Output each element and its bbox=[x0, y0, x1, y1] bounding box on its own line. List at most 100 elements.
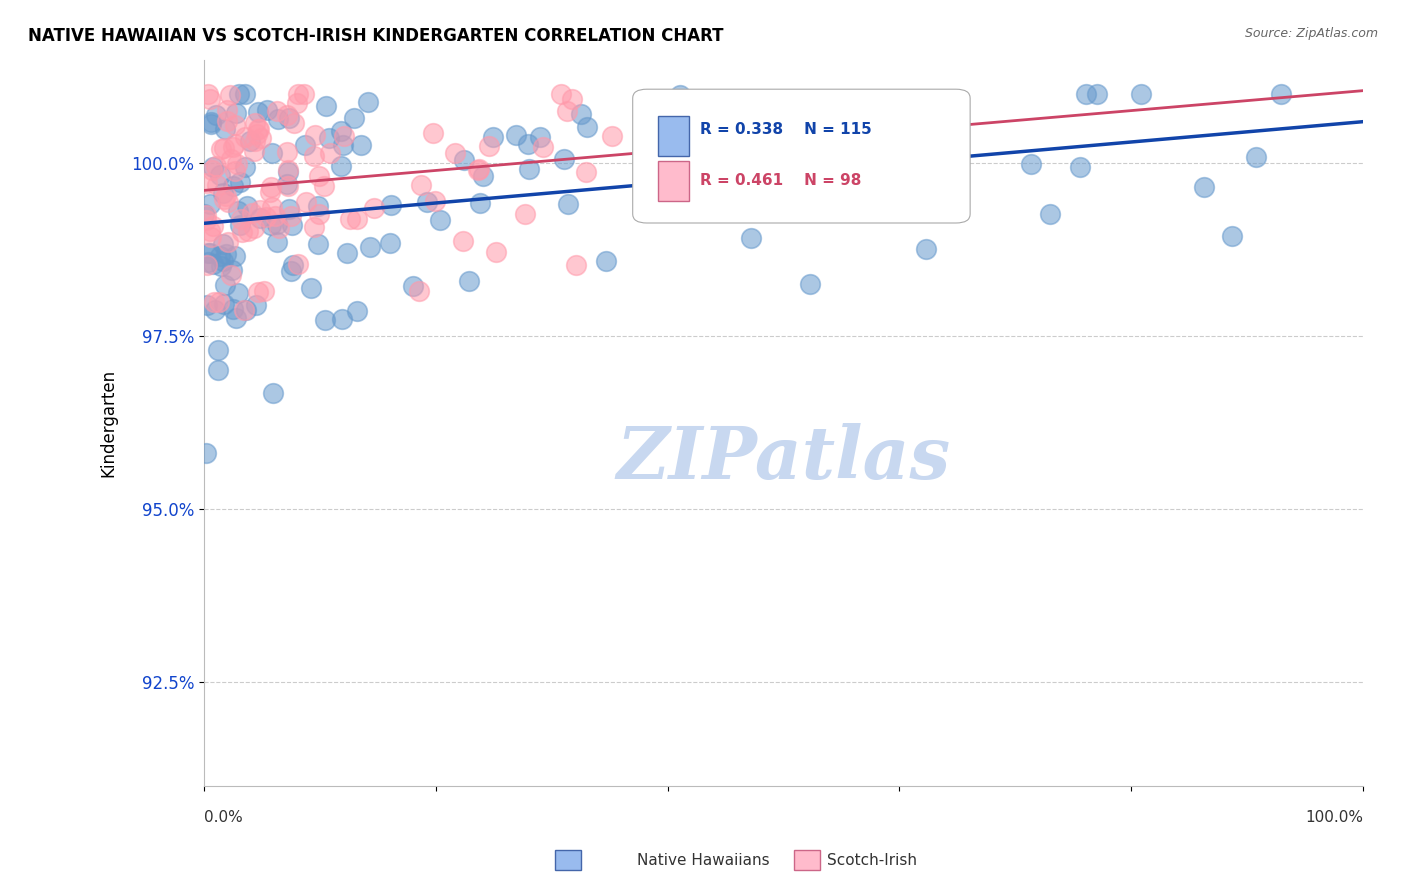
Point bbox=[472, 169, 495, 184]
Point bbox=[287, 87, 309, 102]
Point bbox=[260, 145, 283, 160]
Point bbox=[236, 199, 259, 213]
Point bbox=[224, 118, 246, 132]
Point bbox=[204, 303, 226, 318]
Point bbox=[335, 246, 357, 260]
Point bbox=[276, 108, 298, 122]
Point bbox=[688, 175, 710, 189]
Point bbox=[359, 240, 381, 254]
Point bbox=[262, 385, 284, 400]
Point bbox=[215, 113, 238, 128]
Point bbox=[408, 285, 430, 299]
Point bbox=[267, 221, 290, 235]
Point bbox=[200, 114, 222, 128]
Point bbox=[689, 165, 711, 179]
Point bbox=[211, 186, 233, 200]
Point bbox=[212, 297, 235, 311]
Point bbox=[246, 127, 269, 141]
Point bbox=[208, 249, 231, 263]
Point bbox=[212, 253, 235, 268]
Text: Scotch-Irish: Scotch-Irish bbox=[827, 854, 917, 868]
Point bbox=[668, 87, 690, 102]
Point bbox=[299, 280, 322, 294]
Point bbox=[243, 115, 266, 129]
Point bbox=[209, 259, 232, 273]
Point bbox=[458, 274, 481, 288]
Point bbox=[260, 218, 283, 232]
Point bbox=[246, 104, 269, 119]
Point bbox=[229, 218, 252, 232]
Point bbox=[194, 208, 217, 222]
Point bbox=[221, 140, 243, 154]
Point bbox=[505, 128, 527, 143]
Point bbox=[200, 196, 222, 211]
Point bbox=[600, 129, 623, 144]
Point bbox=[280, 210, 302, 224]
Point bbox=[292, 87, 315, 102]
Point bbox=[575, 165, 598, 179]
Point bbox=[277, 179, 299, 194]
Point bbox=[233, 130, 256, 145]
Point bbox=[927, 128, 949, 142]
Point bbox=[266, 235, 288, 249]
Point bbox=[247, 122, 270, 136]
Point bbox=[229, 175, 252, 189]
Point bbox=[202, 161, 225, 175]
Point bbox=[339, 211, 361, 226]
Point bbox=[214, 122, 236, 136]
Point bbox=[517, 161, 540, 176]
Point bbox=[740, 231, 762, 245]
Point bbox=[198, 92, 221, 106]
Point bbox=[201, 257, 224, 271]
Point bbox=[304, 128, 326, 143]
Point bbox=[451, 234, 474, 248]
Point bbox=[225, 105, 247, 120]
Point bbox=[245, 298, 267, 312]
Point bbox=[283, 116, 305, 130]
Point bbox=[1244, 150, 1267, 164]
Point bbox=[516, 136, 538, 151]
Point bbox=[263, 209, 285, 223]
Point bbox=[249, 202, 271, 217]
Point bbox=[197, 254, 219, 268]
Point bbox=[529, 130, 551, 145]
Point bbox=[266, 112, 288, 127]
Point bbox=[247, 121, 270, 136]
Point bbox=[738, 111, 761, 125]
Point bbox=[209, 142, 232, 156]
Point bbox=[280, 264, 302, 278]
Point bbox=[782, 101, 804, 115]
Point bbox=[304, 149, 326, 163]
Point bbox=[330, 160, 353, 174]
Point bbox=[513, 207, 536, 221]
Point bbox=[482, 130, 505, 145]
Point bbox=[215, 247, 238, 261]
Point bbox=[555, 104, 578, 119]
Point bbox=[277, 163, 299, 178]
Point bbox=[225, 311, 247, 326]
Point bbox=[195, 213, 218, 227]
Point bbox=[229, 211, 252, 226]
Point bbox=[247, 285, 270, 300]
Point bbox=[346, 211, 368, 226]
Point bbox=[254, 210, 277, 224]
Point bbox=[302, 219, 325, 234]
Point bbox=[277, 202, 299, 216]
Point bbox=[799, 277, 821, 291]
Point bbox=[195, 298, 218, 312]
Point bbox=[1019, 156, 1042, 170]
Point bbox=[423, 194, 446, 208]
Point bbox=[233, 302, 256, 317]
Point bbox=[557, 196, 579, 211]
Point bbox=[249, 211, 271, 225]
Point bbox=[295, 194, 318, 209]
Point bbox=[307, 237, 329, 252]
Point bbox=[561, 91, 583, 105]
Point bbox=[915, 242, 938, 256]
Point bbox=[363, 202, 385, 216]
Point bbox=[484, 245, 506, 260]
Point bbox=[200, 117, 222, 131]
Point bbox=[467, 162, 489, 177]
Point bbox=[595, 254, 617, 268]
Point bbox=[243, 144, 266, 158]
